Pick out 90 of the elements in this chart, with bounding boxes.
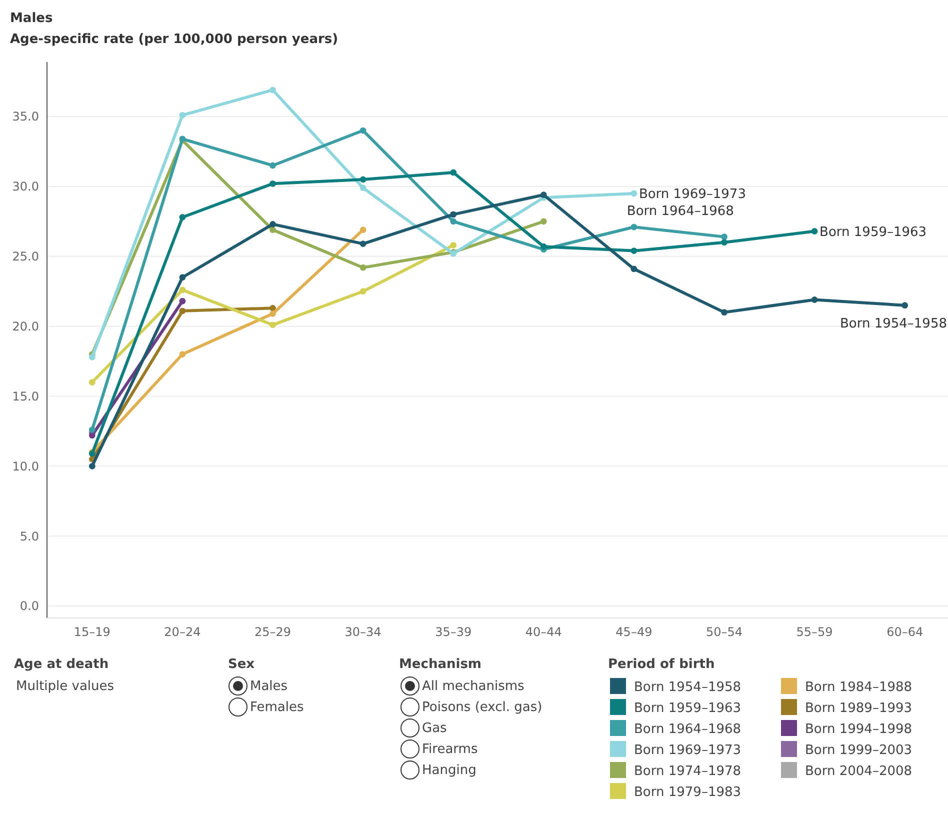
point <box>88 432 96 439</box>
annotation: Born 1964–1968 <box>626 204 734 220</box>
point <box>360 226 366 234</box>
point <box>270 221 276 228</box>
point <box>721 234 728 240</box>
point <box>179 308 186 314</box>
chart-title: Males <box>10 11 53 26</box>
point <box>179 351 186 358</box>
point <box>360 288 366 295</box>
annotation: Born 1959–1963 <box>820 224 927 240</box>
point <box>630 248 638 254</box>
text: Multiple values <box>16 679 114 694</box>
point <box>270 86 276 94</box>
x-tick-label: 15–19 <box>74 625 110 639</box>
text: Mechanism <box>399 657 482 672</box>
legend-label: Born 1989–1993 <box>805 701 912 716</box>
point <box>811 296 818 303</box>
legend-label: Born 1979–1983 <box>634 785 742 800</box>
point <box>721 309 728 316</box>
x-tick-label: 20–24 <box>164 625 201 639</box>
text: Age at death <box>14 657 109 672</box>
legend-label: Born 1984–1988 <box>805 680 912 695</box>
x-tick-label: 60–64 <box>886 625 924 639</box>
y-tick-label: 20.0 <box>12 320 39 334</box>
y-axis-title: Age-specific rate (per 100,000 person years) <box>10 32 338 47</box>
point <box>88 354 96 360</box>
text: All mechanisms <box>422 679 525 694</box>
text: Males <box>250 679 288 694</box>
point <box>179 214 186 220</box>
point <box>88 426 96 433</box>
text: Sex <box>228 657 256 672</box>
legend-label: Born 1954–1958 <box>634 680 742 695</box>
legend-label: Born 1994–1998 <box>805 722 912 737</box>
y-tick-label: 30.0 <box>12 180 39 194</box>
annotation: Born 1969–1973 <box>638 187 746 202</box>
point <box>450 218 457 225</box>
point <box>721 239 728 246</box>
y-tick-label: 0.0 <box>20 599 39 614</box>
point <box>540 243 547 250</box>
legend-label: Born 2004–2008 <box>805 764 912 779</box>
point <box>630 224 638 230</box>
x-tick-label: 25–29 <box>254 625 292 639</box>
point <box>270 310 276 317</box>
point <box>540 192 547 198</box>
point <box>450 211 457 218</box>
point <box>179 274 186 281</box>
point <box>450 169 457 176</box>
annotation: Born 1954–1958 <box>840 316 947 332</box>
point <box>450 242 457 248</box>
point <box>360 240 366 247</box>
x-tick-label: 35–39 <box>435 625 472 639</box>
x-tick-label: 45–49 <box>616 625 652 639</box>
point <box>360 184 366 192</box>
y-tick-label: 10.0 <box>12 459 39 474</box>
point <box>88 462 96 470</box>
point <box>270 162 276 169</box>
legend-label: Born 1959–1963 <box>634 701 742 716</box>
text: Hanging <box>422 763 476 778</box>
y-tick-label: 15.0 <box>12 389 39 404</box>
text: Females <box>250 700 304 715</box>
legend-title: Period of birth <box>608 657 715 672</box>
x-tick-label: 30–34 <box>344 625 382 639</box>
legend-label: Born 1974–1978 <box>634 764 742 779</box>
x-tick-label: 40–44 <box>525 625 562 639</box>
y-tick-label: 35.0 <box>12 110 39 124</box>
point <box>270 226 276 234</box>
point <box>179 286 186 294</box>
text: Firearms <box>422 742 478 757</box>
y-tick-label: 25.0 <box>12 250 39 264</box>
point <box>902 302 908 309</box>
point <box>630 190 638 197</box>
point <box>811 228 818 234</box>
point <box>270 322 276 328</box>
x-tick-label: 50–54 <box>706 625 743 639</box>
point <box>360 264 366 271</box>
point <box>88 379 96 386</box>
point <box>179 298 186 304</box>
legend-label: Born 1964–1968 <box>634 722 742 737</box>
y-tick-label: 5.0 <box>20 529 39 544</box>
point <box>360 127 366 134</box>
x-tick-label: 55–59 <box>796 625 833 639</box>
point <box>360 176 366 183</box>
legend-label: Born 1969–1973 <box>634 743 742 758</box>
legend-label: Born 1999–2003 <box>805 743 912 758</box>
point <box>540 218 547 225</box>
point <box>270 180 276 187</box>
point <box>179 112 186 118</box>
point <box>630 266 638 272</box>
text: Gas <box>422 721 448 736</box>
text: Poisons (excl. gas) <box>422 700 542 715</box>
